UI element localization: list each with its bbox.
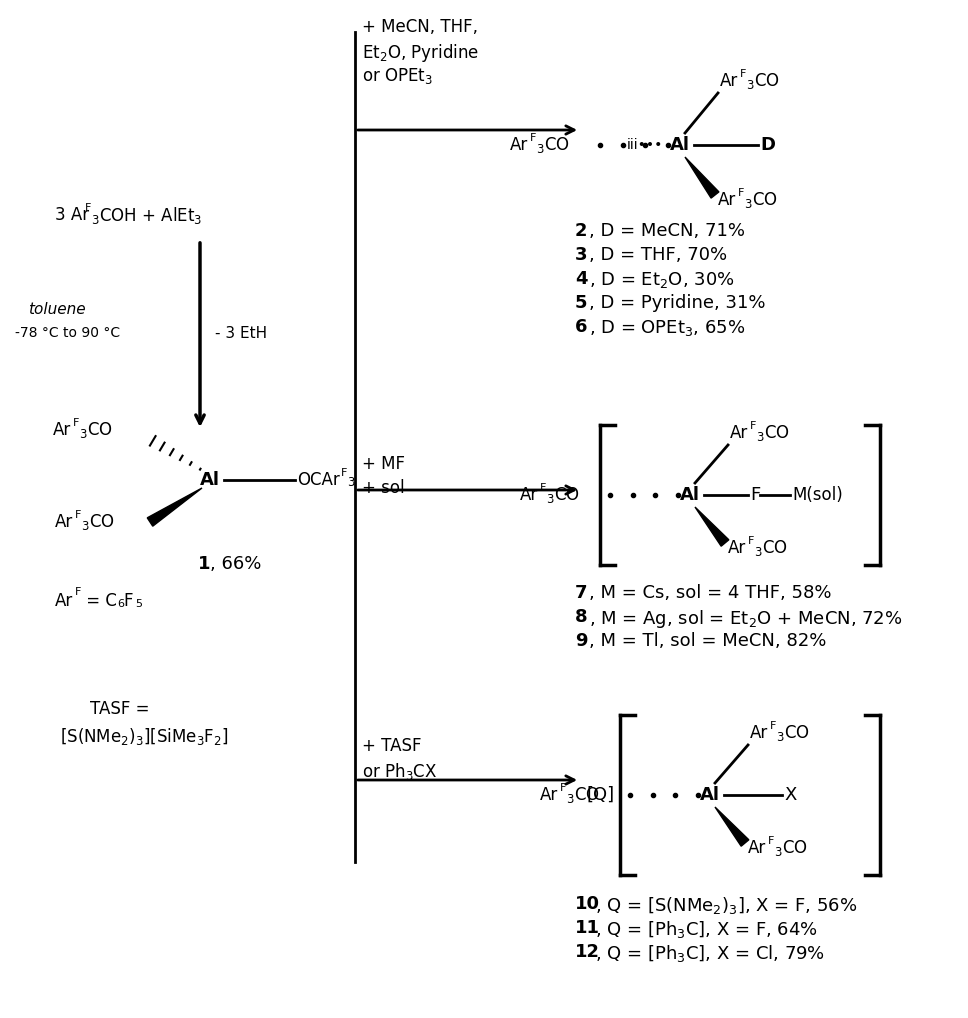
- Text: + sol: + sol: [362, 479, 405, 497]
- Polygon shape: [695, 507, 729, 547]
- Text: 3 Ar: 3 Ar: [55, 206, 89, 224]
- Text: $_3$CO: $_3$CO: [566, 785, 600, 805]
- Text: + MF: + MF: [362, 455, 405, 473]
- Text: Ar: Ar: [540, 786, 559, 804]
- Text: $_3$COH + AlEt$_3$: $_3$COH + AlEt$_3$: [91, 205, 202, 226]
- Text: + TASF: + TASF: [362, 737, 421, 755]
- Text: or Ph$_3$CX: or Ph$_3$CX: [362, 761, 438, 782]
- Text: , M = Ag, sol = Et$_2$O + MeCN, 72%: , M = Ag, sol = Et$_2$O + MeCN, 72%: [589, 608, 902, 630]
- Text: Al: Al: [200, 471, 220, 489]
- Text: 7: 7: [575, 584, 588, 602]
- Text: F: F: [750, 486, 760, 504]
- Text: Ar: Ar: [53, 421, 72, 439]
- Text: $_3$CO: $_3$CO: [536, 135, 570, 155]
- Text: , M = Tl, sol = MeCN, 82%: , M = Tl, sol = MeCN, 82%: [589, 632, 827, 651]
- Text: + MeCN, THF,: + MeCN, THF,: [362, 18, 478, 36]
- Text: or OPEt$_3$: or OPEt$_3$: [362, 66, 433, 86]
- Text: 2: 2: [575, 222, 588, 240]
- Text: Et$_2$O, Pyridine: Et$_2$O, Pyridine: [362, 42, 479, 64]
- Text: 5: 5: [575, 294, 588, 312]
- Text: F: F: [748, 536, 754, 546]
- Text: F: F: [768, 836, 774, 846]
- Text: 12: 12: [575, 943, 600, 961]
- Text: , D = Pyridine, 31%: , D = Pyridine, 31%: [589, 294, 766, 312]
- Text: , 66%: , 66%: [210, 555, 261, 573]
- Text: 3: 3: [575, 246, 588, 264]
- Text: 1: 1: [198, 555, 210, 573]
- Text: $_3$: $_3$: [347, 471, 355, 489]
- Text: M(sol): M(sol): [792, 486, 843, 504]
- Text: F: F: [560, 783, 566, 793]
- Text: F: F: [738, 188, 744, 197]
- Polygon shape: [715, 807, 749, 846]
- Text: , Q = [Ph$_3$C], X = Cl, 79%: , Q = [Ph$_3$C], X = Cl, 79%: [595, 943, 825, 964]
- Text: Ar: Ar: [720, 72, 739, 90]
- Text: [S(NMe$_2$)$_3$][SiMe$_3$F$_2$]: [S(NMe$_2$)$_3$][SiMe$_3$F$_2$]: [60, 726, 228, 747]
- Text: Ar: Ar: [520, 486, 538, 504]
- Text: $_3$CO: $_3$CO: [756, 423, 790, 443]
- Text: TASF =: TASF =: [90, 700, 149, 718]
- Text: OCAr: OCAr: [297, 471, 340, 489]
- Polygon shape: [147, 488, 202, 526]
- Text: $_3$CO: $_3$CO: [746, 71, 780, 91]
- Text: F: F: [750, 421, 756, 431]
- Text: F: F: [85, 203, 91, 213]
- Text: iii•••: iii•••: [626, 138, 663, 152]
- Text: - 3 EtH: - 3 EtH: [215, 326, 267, 340]
- Text: $_3$CO: $_3$CO: [754, 538, 788, 558]
- Text: F: F: [73, 418, 79, 428]
- Text: $_3$CO: $_3$CO: [744, 190, 778, 210]
- Text: , D = Et$_2$O, 30%: , D = Et$_2$O, 30%: [589, 270, 735, 290]
- Text: [Q]: [Q]: [587, 786, 615, 804]
- Text: , D = THF, 70%: , D = THF, 70%: [589, 246, 727, 264]
- Text: F: F: [341, 468, 348, 478]
- Text: -78 °C to 90 °C: -78 °C to 90 °C: [15, 326, 120, 340]
- Text: Ar: Ar: [55, 592, 74, 610]
- Text: 6: 6: [117, 599, 124, 609]
- Text: 5: 5: [135, 599, 142, 609]
- Text: , Q = [S(NMe$_2$)$_3$], X = F, 56%: , Q = [S(NMe$_2$)$_3$], X = F, 56%: [595, 895, 858, 916]
- Text: F: F: [530, 133, 536, 143]
- Text: 6: 6: [575, 318, 588, 336]
- Text: F: F: [770, 721, 776, 731]
- Text: Al: Al: [700, 786, 720, 804]
- Text: 11: 11: [575, 919, 600, 937]
- Text: F: F: [75, 510, 81, 520]
- Text: 8: 8: [575, 608, 588, 626]
- Text: , D = MeCN, 71%: , D = MeCN, 71%: [589, 222, 745, 240]
- Text: $_3$CO: $_3$CO: [81, 512, 115, 532]
- Text: Ar: Ar: [718, 191, 737, 209]
- Text: Ar: Ar: [510, 136, 529, 154]
- Text: toluene: toluene: [28, 302, 85, 318]
- Text: Al: Al: [670, 136, 690, 154]
- Text: 4: 4: [575, 270, 588, 288]
- Text: Al: Al: [680, 486, 700, 504]
- Text: $_3$CO: $_3$CO: [546, 485, 580, 505]
- Text: $_3$CO: $_3$CO: [79, 420, 113, 440]
- Text: D: D: [760, 136, 775, 154]
- Text: Ar: Ar: [750, 724, 769, 742]
- Text: = C: = C: [81, 592, 117, 610]
- Text: , M = Cs, sol = 4 THF, 58%: , M = Cs, sol = 4 THF, 58%: [589, 584, 832, 602]
- Text: , D = OPEt$_3$, 65%: , D = OPEt$_3$, 65%: [589, 318, 745, 338]
- Text: 10: 10: [575, 895, 600, 913]
- Text: F: F: [75, 587, 81, 597]
- Text: 9: 9: [575, 632, 588, 651]
- Text: Ar: Ar: [730, 425, 748, 442]
- Text: $_3$CO: $_3$CO: [774, 838, 808, 858]
- Text: F: F: [540, 483, 546, 493]
- Text: F: F: [123, 592, 133, 610]
- Polygon shape: [685, 157, 719, 199]
- Text: F: F: [740, 69, 746, 79]
- Text: $_3$CO: $_3$CO: [776, 723, 810, 743]
- Text: Ar: Ar: [728, 539, 746, 557]
- Text: Ar: Ar: [55, 513, 74, 531]
- Text: , Q = [Ph$_3$C], X = F, 64%: , Q = [Ph$_3$C], X = F, 64%: [595, 919, 818, 940]
- Text: X: X: [784, 786, 797, 804]
- Text: Ar: Ar: [748, 839, 767, 857]
